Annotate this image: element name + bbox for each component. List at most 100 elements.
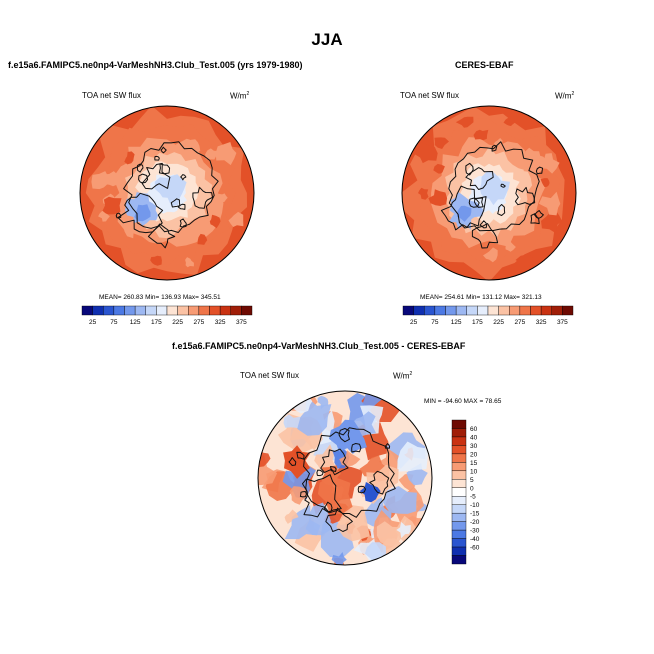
field-patch — [331, 485, 345, 500]
colorbar-swatch — [241, 305, 253, 316]
field-patch — [317, 395, 329, 410]
panel3-units: W/m2 — [393, 371, 413, 381]
field-patch — [473, 129, 489, 141]
coastline-island — [138, 173, 149, 184]
coastline-island — [468, 197, 480, 208]
colorbar-swatch — [451, 470, 467, 480]
colorbar-swatch — [451, 521, 467, 531]
colorbar-swatch — [519, 305, 531, 316]
coastline-island — [338, 428, 350, 443]
colorbar-swatch — [177, 305, 189, 316]
field-patch — [505, 239, 516, 252]
field-pole — [154, 174, 187, 207]
colorbar-tick-label: -60 — [470, 545, 480, 552]
coastline-island — [530, 213, 540, 225]
colorbar-swatch — [124, 305, 136, 316]
colorbar-swatch — [451, 445, 467, 455]
coastline-arctic-rim — [303, 427, 396, 518]
colorbar-tick-label: 75 — [110, 319, 118, 326]
colorbar-swatch — [434, 305, 446, 316]
colorbar-tick-label: 25 — [89, 319, 97, 326]
colorbar-swatch — [230, 305, 242, 316]
field-patch — [121, 218, 137, 239]
colorbar-swatch — [509, 305, 521, 316]
colorbar-swatch — [81, 305, 93, 316]
panel1-title: f.e15a6.FAMIPC5.ne0np4-VarMeshNH3.Club_T… — [8, 60, 303, 70]
field-patch — [124, 151, 135, 165]
coastline-arctic-rim — [448, 141, 540, 232]
coastline-scandinavia — [320, 448, 349, 476]
field-patch — [382, 486, 417, 514]
map-border — [401, 105, 577, 281]
colorbar-swatch — [451, 419, 467, 429]
colorbar-tick-label: 40 — [470, 434, 478, 441]
colorbar-swatch — [451, 487, 467, 497]
colorbar-tick-label: 20 — [470, 451, 478, 458]
colorbar-swatch — [451, 512, 467, 522]
colorbar-tick-label: 0 — [470, 485, 474, 492]
panel3-stats: MIN = -94.60 MAX = 78.65 — [424, 398, 502, 405]
map-field — [402, 106, 576, 280]
main-title: JJA — [311, 30, 343, 49]
coastline-island — [497, 204, 506, 216]
colorbar-tick-label: 10 — [470, 468, 478, 475]
coastline-island — [384, 443, 391, 449]
coastline-island — [158, 163, 171, 175]
colorbar-swatch — [92, 305, 104, 316]
colorbar-swatch — [145, 305, 157, 316]
field-patch — [258, 455, 278, 486]
colorbar-tick-label: 25 — [410, 319, 418, 326]
panel1-stats: MEAN= 260.83 Min= 136.93 Max= 345.51 — [99, 294, 221, 301]
field-patch — [524, 147, 541, 166]
colorbar-swatch — [413, 305, 425, 316]
coastline-hudson — [147, 223, 176, 249]
colorbar-swatch — [451, 546, 467, 556]
coastline-island — [316, 469, 324, 477]
panel2-units: W/m2 — [555, 91, 575, 101]
colorbar-swatch — [451, 529, 467, 539]
colorbar-tick-label: -30 — [470, 528, 480, 535]
colorbar-swatch — [451, 538, 467, 548]
colorbar-tick-label: 275 — [193, 319, 204, 326]
colorbar-tick-label: 175 — [151, 319, 162, 326]
field-patch — [284, 509, 299, 524]
coastline-island — [160, 146, 167, 154]
field-patch — [351, 411, 377, 437]
panel1-variable: TOA net SW flux — [82, 91, 141, 100]
colorbar-swatch — [103, 305, 115, 316]
panel2-stats: MEAN= 254.61 Min= 131.12 Max= 321.13 — [420, 294, 542, 301]
colorbar-swatch — [445, 305, 457, 316]
colorbar-swatch — [451, 453, 467, 463]
panel2-title: CERES-EBAF — [455, 60, 514, 70]
colorbar-swatch — [156, 305, 168, 316]
colorbar-tick-label: 325 — [215, 319, 226, 326]
colorbar-tick-label: 175 — [472, 319, 483, 326]
coastline-alaska — [514, 186, 536, 206]
field-patch — [197, 233, 208, 245]
coastline-island — [500, 183, 506, 188]
colorbar-tick-label: 30 — [470, 443, 478, 450]
field-patch — [418, 187, 429, 200]
colorbar-swatch — [188, 305, 200, 316]
coastline-island — [136, 163, 144, 173]
coastline-greenland — [440, 185, 487, 231]
field-patch — [209, 214, 221, 229]
field-patch — [397, 441, 429, 472]
colorbar-swatch — [451, 436, 467, 446]
coastline-island — [357, 485, 366, 494]
colorbar-swatch — [166, 305, 178, 316]
coastline-island — [296, 451, 305, 460]
coastline-island — [535, 166, 544, 175]
coastline-island — [534, 210, 544, 219]
colorbar-swatch — [451, 504, 467, 514]
field-patch — [283, 414, 301, 429]
field-patch — [305, 502, 331, 536]
map-border — [257, 390, 433, 566]
map-field — [80, 106, 254, 280]
panel3-title: f.e15a6.FAMIPC5.ne0np4-VarMeshNH3.Club_T… — [172, 341, 466, 351]
coastline-alaska — [192, 186, 214, 209]
panel3-variable: TOA net SW flux — [240, 371, 299, 380]
panel1-units: W/m2 — [230, 91, 250, 101]
colorbar-tick-label: -5 — [470, 494, 476, 501]
colorbar-swatch — [477, 305, 489, 316]
